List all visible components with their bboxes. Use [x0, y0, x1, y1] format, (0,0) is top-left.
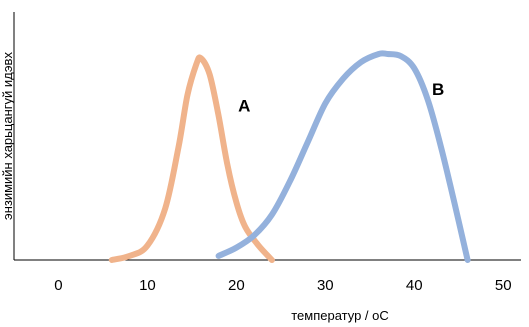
x-tick-label-10: 10 — [139, 277, 156, 294]
series-label-a: A — [238, 97, 250, 116]
series-group — [108, 50, 471, 263]
x-tick-label-50: 50 — [495, 277, 512, 294]
series-label-b: B — [432, 80, 444, 99]
series-line-a — [108, 54, 275, 263]
x-axis-label: температур / oC — [291, 308, 389, 323]
labels-group: 0 10 20 30 40 50 A B — [54, 80, 511, 294]
x-tick-label-30: 30 — [317, 277, 334, 294]
x-tick-label-40: 40 — [406, 277, 423, 294]
axes-group — [13, 12, 521, 261]
series-line-b — [215, 50, 471, 263]
x-tick-label-0: 0 — [54, 277, 62, 294]
y-axis-label: энзимийн харьцангуй идэвх — [0, 52, 15, 220]
x-tick-label-20: 20 — [228, 277, 245, 294]
